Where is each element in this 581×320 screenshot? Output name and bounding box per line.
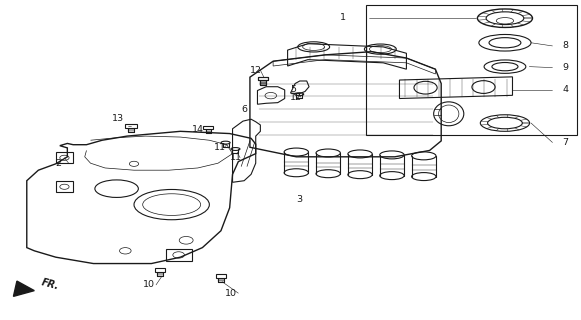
Text: 14: 14 <box>192 125 204 134</box>
Bar <box>366 5 578 134</box>
Bar <box>216 275 226 278</box>
Text: 4: 4 <box>562 85 568 94</box>
Text: 5: 5 <box>290 85 296 94</box>
Text: 1: 1 <box>340 13 346 22</box>
Bar <box>125 124 137 128</box>
Text: 12: 12 <box>290 93 302 102</box>
Text: FR.: FR. <box>40 278 60 292</box>
Bar <box>166 249 192 261</box>
Text: 7: 7 <box>562 138 568 147</box>
Text: 6: 6 <box>241 105 247 114</box>
Bar <box>56 181 73 192</box>
Text: 8: 8 <box>562 41 568 51</box>
Text: 11: 11 <box>214 143 226 152</box>
Text: 10: 10 <box>225 289 238 298</box>
Bar <box>258 77 268 80</box>
Bar <box>258 77 268 80</box>
Text: 3: 3 <box>296 195 302 204</box>
Polygon shape <box>13 281 34 296</box>
Bar <box>56 152 73 163</box>
Text: 2: 2 <box>56 159 62 168</box>
Text: 13: 13 <box>112 114 124 123</box>
Text: 9: 9 <box>562 63 568 72</box>
Bar <box>155 268 165 272</box>
Text: 10: 10 <box>142 280 155 289</box>
Bar <box>203 126 213 129</box>
Text: 12: 12 <box>250 66 261 75</box>
Text: 11: 11 <box>229 153 242 162</box>
